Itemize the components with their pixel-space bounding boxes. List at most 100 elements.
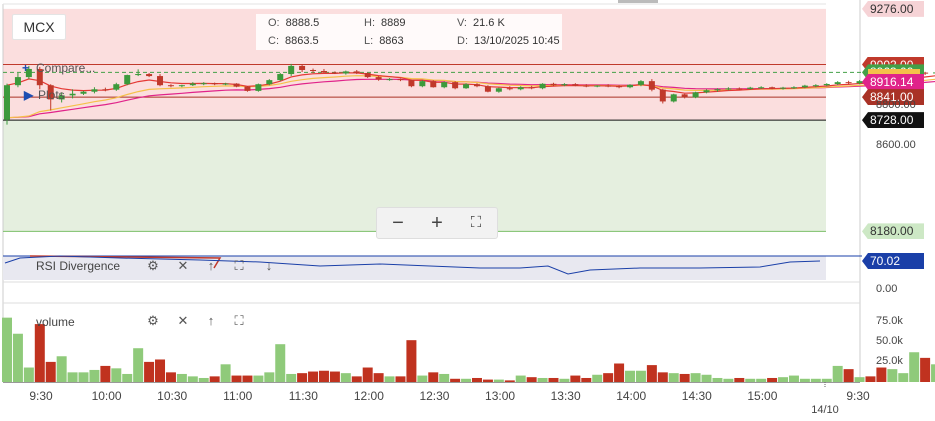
volume-bar bbox=[100, 365, 111, 382]
candle[interactable] bbox=[277, 74, 284, 81]
candle[interactable] bbox=[769, 87, 776, 89]
candle[interactable] bbox=[517, 87, 524, 90]
candle[interactable] bbox=[594, 85, 601, 87]
candle[interactable] bbox=[758, 87, 765, 89]
candle[interactable] bbox=[36, 68, 43, 86]
candle[interactable] bbox=[157, 76, 164, 86]
candle[interactable] bbox=[310, 69, 317, 71]
candle[interactable] bbox=[714, 89, 721, 91]
candle[interactable] bbox=[605, 85, 612, 87]
candle[interactable] bbox=[812, 85, 819, 87]
candle[interactable] bbox=[178, 85, 185, 87]
candle[interactable] bbox=[200, 83, 207, 85]
candle[interactable] bbox=[419, 81, 426, 87]
close-icon[interactable]: ✕ bbox=[177, 258, 189, 273]
candle[interactable] bbox=[14, 77, 21, 86]
candle[interactable] bbox=[342, 71, 349, 74]
candle[interactable] bbox=[659, 89, 666, 102]
candle[interactable] bbox=[211, 83, 218, 85]
candle[interactable] bbox=[856, 81, 863, 84]
candle[interactable] bbox=[484, 86, 491, 92]
candle[interactable] bbox=[233, 83, 240, 87]
candle[interactable] bbox=[539, 83, 546, 89]
candle[interactable] bbox=[473, 84, 480, 87]
expand-icon[interactable]: ⛶ bbox=[234, 313, 244, 328]
close-icon[interactable]: ✕ bbox=[177, 313, 189, 328]
candle[interactable] bbox=[747, 87, 754, 89]
zoom-in-button[interactable]: + bbox=[431, 212, 443, 234]
volume-bar bbox=[854, 377, 865, 382]
candle[interactable] bbox=[69, 93, 76, 96]
candle[interactable] bbox=[397, 79, 404, 81]
candle[interactable] bbox=[495, 88, 502, 92]
candle[interactable] bbox=[561, 84, 568, 86]
arrow-up-icon[interactable]: ↑ bbox=[207, 313, 215, 328]
plots-button[interactable]: ▶ Plots bbox=[24, 88, 65, 102]
candle[interactable] bbox=[583, 85, 590, 87]
candle[interactable] bbox=[430, 81, 437, 88]
candle[interactable] bbox=[91, 89, 98, 92]
candle[interactable] bbox=[102, 89, 109, 91]
candle[interactable] bbox=[80, 91, 87, 94]
candle[interactable] bbox=[47, 85, 54, 100]
candle[interactable] bbox=[299, 65, 306, 70]
candle[interactable] bbox=[331, 72, 338, 74]
candle[interactable] bbox=[146, 74, 153, 77]
candle[interactable] bbox=[627, 84, 634, 88]
gear-icon[interactable]: ⚙ bbox=[147, 313, 159, 328]
candle[interactable] bbox=[834, 82, 841, 84]
gear-icon[interactable]: ⚙ bbox=[147, 258, 159, 273]
candle[interactable] bbox=[364, 73, 371, 78]
scroll-handle[interactable] bbox=[618, 0, 658, 3]
candle[interactable] bbox=[135, 74, 142, 76]
candle[interactable] bbox=[703, 90, 710, 93]
candle[interactable] bbox=[463, 84, 470, 89]
candle[interactable] bbox=[25, 68, 32, 78]
candle[interactable] bbox=[4, 85, 10, 120]
candle[interactable] bbox=[167, 85, 174, 87]
expand-icon[interactable]: ⛶ bbox=[234, 258, 244, 273]
candle[interactable] bbox=[58, 95, 65, 100]
candle[interactable] bbox=[823, 83, 830, 86]
candle[interactable] bbox=[441, 82, 448, 88]
candle[interactable] bbox=[550, 83, 557, 86]
candle[interactable] bbox=[780, 87, 787, 89]
symbol-label[interactable]: MCX bbox=[12, 14, 66, 40]
candle[interactable] bbox=[244, 86, 251, 91]
candle[interactable] bbox=[386, 79, 393, 81]
arrow-up-icon[interactable]: ↑ bbox=[207, 258, 215, 273]
candle[interactable] bbox=[725, 88, 732, 90]
candle[interactable] bbox=[692, 92, 699, 98]
candle[interactable] bbox=[113, 84, 120, 90]
candle[interactable] bbox=[266, 80, 273, 85]
candle[interactable] bbox=[255, 84, 262, 91]
candle[interactable] bbox=[124, 75, 131, 85]
candle[interactable] bbox=[506, 88, 513, 90]
fit-icon[interactable]: ⛶ bbox=[470, 214, 482, 231]
candle[interactable] bbox=[353, 71, 360, 74]
candle[interactable] bbox=[648, 81, 655, 90]
volume-bar bbox=[799, 378, 810, 382]
candle[interactable] bbox=[222, 83, 229, 85]
candle[interactable] bbox=[288, 65, 295, 75]
candle[interactable] bbox=[922, 72, 929, 74]
candle[interactable] bbox=[933, 72, 935, 74]
arrow-down-icon[interactable]: ↓ bbox=[265, 258, 273, 273]
candle[interactable] bbox=[189, 83, 196, 86]
candle[interactable] bbox=[736, 88, 743, 90]
candle[interactable] bbox=[528, 87, 535, 89]
zoom-out-button[interactable]: − bbox=[392, 212, 404, 234]
candle[interactable] bbox=[452, 82, 459, 89]
candle[interactable] bbox=[616, 86, 623, 88]
candle[interactable] bbox=[801, 85, 808, 88]
candle[interactable] bbox=[845, 82, 852, 84]
candle[interactable] bbox=[408, 80, 415, 87]
candle[interactable] bbox=[320, 70, 327, 73]
candle[interactable] bbox=[572, 84, 579, 86]
compare-button[interactable]: + Compare... bbox=[22, 61, 96, 75]
candle[interactable] bbox=[670, 94, 677, 102]
candle[interactable] bbox=[681, 94, 688, 98]
candle[interactable] bbox=[375, 77, 382, 80]
candle[interactable] bbox=[637, 81, 644, 85]
candle[interactable] bbox=[790, 87, 797, 89]
